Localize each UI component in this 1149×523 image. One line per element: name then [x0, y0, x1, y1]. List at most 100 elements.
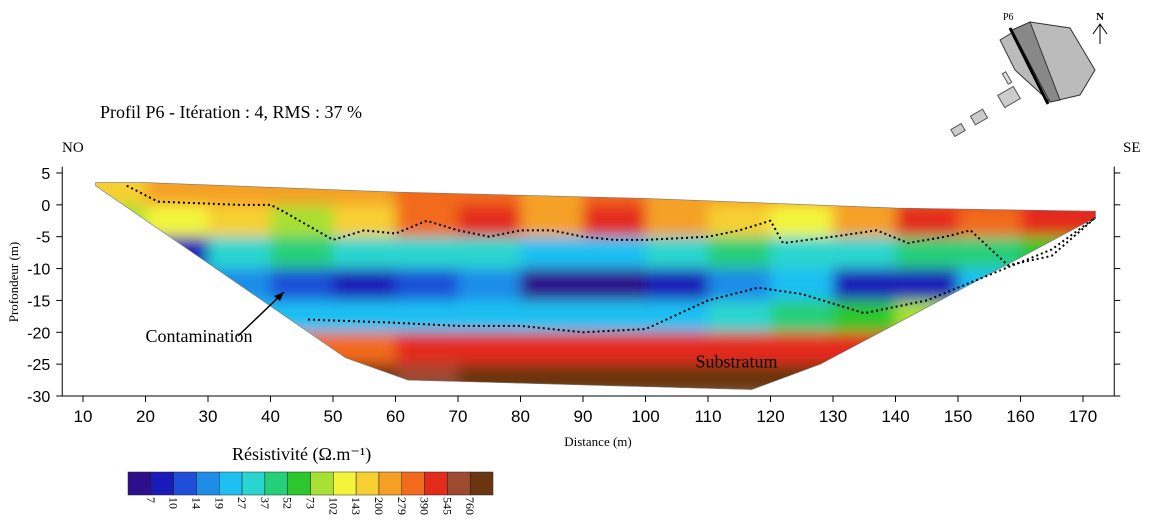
profile-label: P6 — [1003, 12, 1014, 23]
resistivity-cell — [958, 300, 1021, 333]
resistivity-cell — [708, 182, 771, 206]
x-tick-label: 120 — [756, 407, 784, 426]
north-arrow — [1092, 23, 1108, 35]
resistivity-cell — [833, 332, 896, 365]
x-tick-label: 170 — [1069, 407, 1097, 426]
colorbar-label: Résistivité (Ω.m⁻¹) — [232, 444, 371, 465]
north-label: N — [1096, 11, 1104, 23]
arrow-head — [274, 292, 284, 301]
resistivity-cell — [583, 268, 646, 301]
left-label: NO — [62, 140, 84, 156]
annotation-arrow — [237, 291, 285, 337]
resistivity-cell — [958, 364, 1021, 390]
y-tick-label: -20 — [27, 325, 50, 342]
resistivity-cell — [95, 204, 146, 238]
resistivity-cell — [770, 332, 834, 365]
x-tick-label: 150 — [944, 407, 972, 426]
resistivity-cell — [895, 268, 959, 301]
site-shape — [997, 85, 1021, 109]
colorbar-cell — [241, 471, 266, 496]
resistivity-cell — [583, 364, 646, 390]
resistivity-cell — [1020, 332, 1096, 365]
resistivity-cell — [145, 364, 209, 390]
resistivity-cell — [520, 182, 584, 206]
resistivity-cell — [833, 300, 896, 333]
resistivity-cell — [770, 236, 834, 270]
colorbar-cell — [355, 471, 380, 496]
resistivity-cell — [458, 204, 521, 238]
x-tick-label: 80 — [511, 407, 530, 426]
x-tick-label: 40 — [261, 407, 280, 426]
resistivity-cell — [1020, 364, 1096, 390]
x-tick-label: 60 — [386, 407, 405, 426]
resistivity-cell — [520, 332, 584, 365]
y-tick-label: 0 — [41, 198, 50, 215]
resistivity-cell — [95, 268, 146, 301]
resistivity-cell — [395, 182, 459, 206]
y-tick-label: 5 — [41, 166, 50, 183]
resistivity-cell — [145, 182, 209, 206]
colorbar-cell — [310, 471, 334, 496]
resistivity-cell — [333, 300, 396, 333]
chart-title: Profil P6 - Itération : 4, RMS : 37 % — [100, 102, 362, 122]
x-axis-label: Distance (m) — [564, 434, 632, 449]
resistivity-cell — [95, 236, 146, 270]
resistivity-cell — [520, 236, 584, 270]
y-axis-label: Profondeur (m) — [6, 242, 21, 323]
colorbar-tick-label: 27 — [235, 497, 249, 509]
x-tick-label: 110 — [694, 407, 721, 426]
colorbar-tick-label: 52 — [281, 497, 295, 509]
colorbar-cell — [401, 471, 425, 496]
resistivity-cell — [583, 332, 646, 365]
resistivity-cell — [270, 364, 334, 390]
x-tick-label: 70 — [449, 407, 468, 426]
resistivity-cell — [958, 204, 1021, 238]
resistivity-cell — [583, 300, 646, 333]
resistivity-cell — [270, 236, 334, 270]
colorbar-tick-label: 760 — [463, 497, 477, 515]
resistivity-cell — [95, 364, 146, 390]
resistivity-cell — [333, 364, 396, 390]
resistivity-cell — [333, 236, 396, 270]
colorbar-cell — [264, 471, 288, 496]
resistivity-cell — [520, 300, 584, 333]
colorbar-cell — [196, 471, 220, 496]
resistivity-cell — [708, 332, 771, 365]
y-tick-label: -5 — [36, 230, 50, 247]
colorbar-cell — [333, 471, 357, 496]
x-tick-label: 100 — [631, 407, 659, 426]
resistivity-cell — [395, 268, 459, 301]
resistivity-cell — [145, 268, 209, 301]
resistivity-cell — [1020, 268, 1096, 301]
resistivity-cell — [95, 332, 146, 365]
resistivity-cell — [708, 364, 771, 390]
resistivity-cell — [208, 236, 271, 270]
resistivity-cell — [645, 236, 709, 270]
resistivity-cell — [270, 332, 334, 365]
site-shape — [1001, 71, 1013, 85]
x-tick-label: 10 — [74, 407, 93, 426]
resistivity-cell — [395, 300, 459, 333]
resistivity-cell — [895, 236, 959, 270]
right-label: SE — [1123, 140, 1141, 156]
resistivity-cell — [458, 364, 521, 390]
resistivity-cell — [958, 182, 1021, 206]
x-tick-label: 130 — [819, 407, 847, 426]
colorbar-tick-label: 10 — [167, 497, 181, 509]
location-inset: P6 N — [950, 11, 1108, 138]
resistivity-cell — [208, 182, 271, 206]
resistivity-cell — [145, 204, 209, 238]
resistivity-cell — [645, 364, 709, 390]
y-tick-label: -30 — [27, 389, 50, 406]
resistivity-cell — [645, 332, 709, 365]
colorbar-tick-label: 37 — [258, 497, 272, 509]
annotation: Substratum — [696, 351, 778, 371]
resistivity-cell — [708, 236, 771, 270]
resistivity-cell — [895, 204, 959, 238]
resistivity-cell — [458, 236, 521, 270]
y-tick-label: -15 — [27, 293, 50, 310]
colorbar-tick-label: 143 — [349, 497, 363, 515]
resistivity-cell — [395, 332, 459, 365]
